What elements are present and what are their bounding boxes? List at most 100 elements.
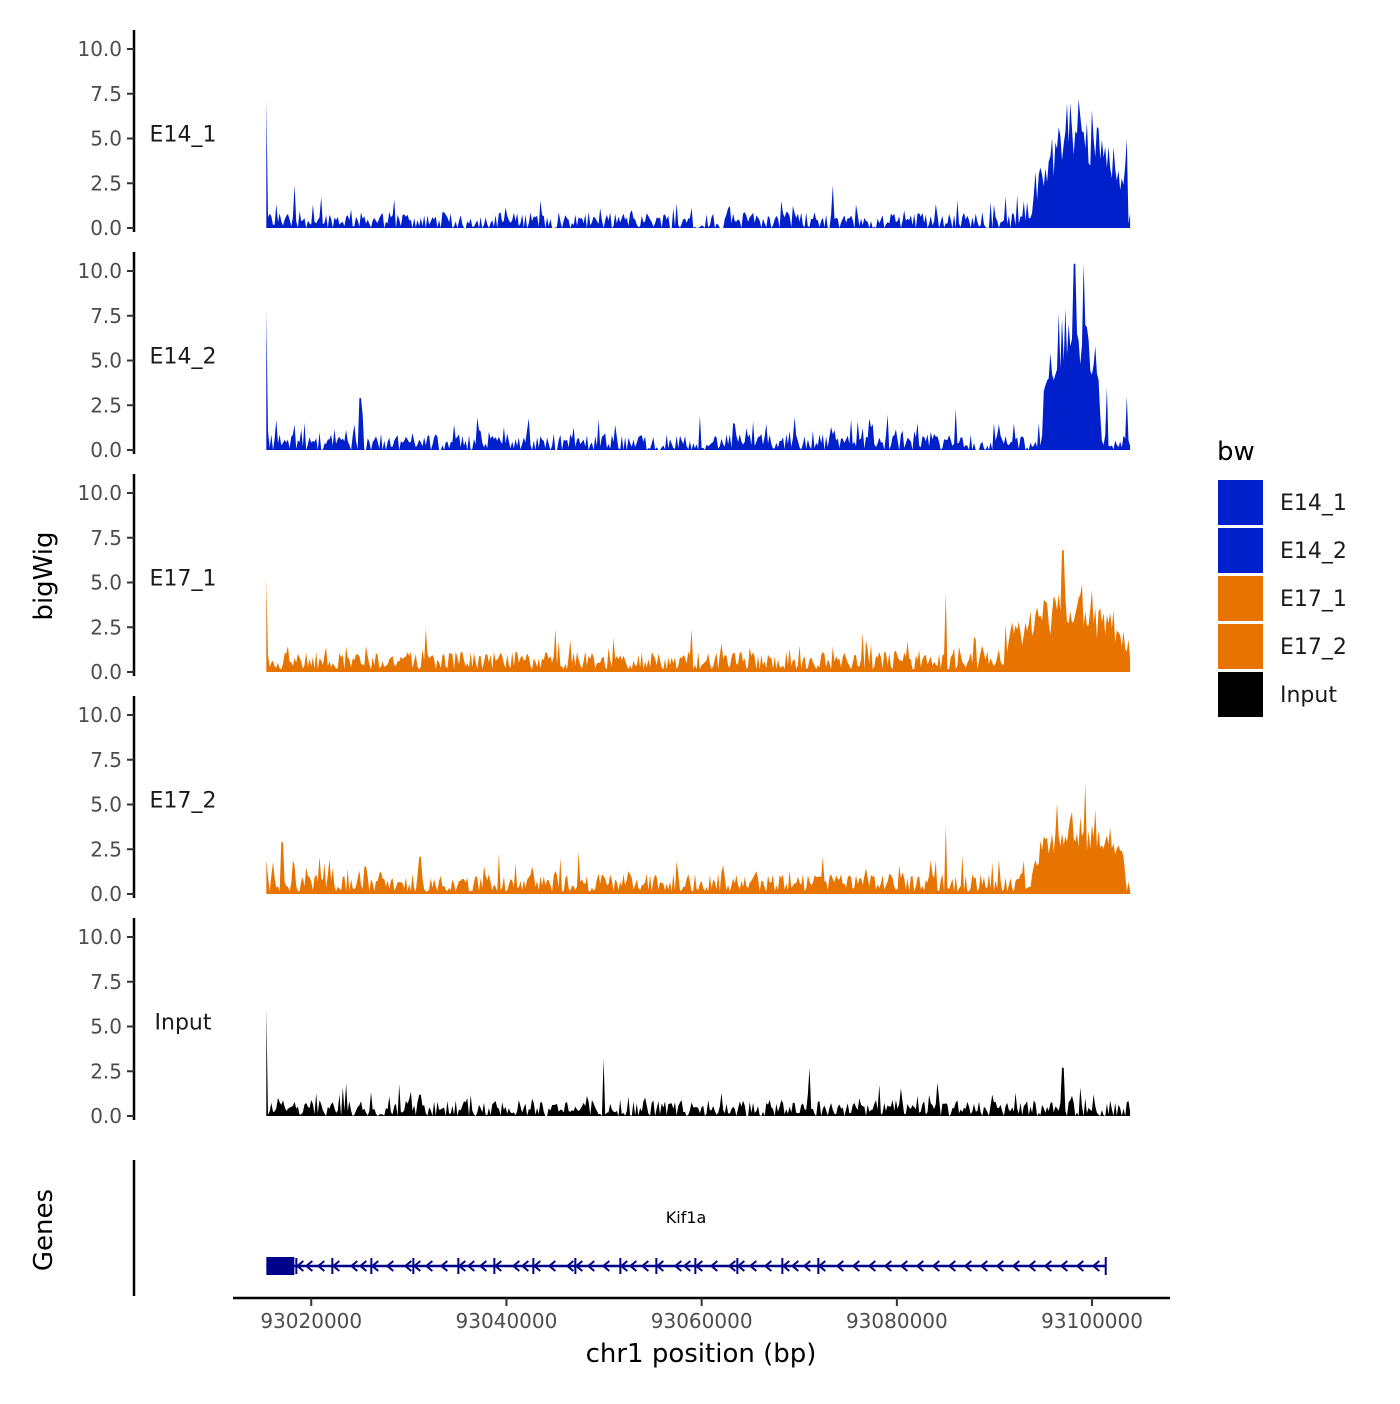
strand-arrow — [601, 1260, 610, 1272]
strand-arrow — [574, 1260, 583, 1272]
legend-swatch — [1218, 672, 1263, 717]
strand-arrow — [851, 1260, 860, 1272]
strand-arrow — [439, 1260, 448, 1272]
legend-swatch — [1218, 576, 1263, 621]
strand-arrow — [817, 1260, 826, 1272]
strand-arrow — [640, 1260, 649, 1272]
strand-arrow — [466, 1260, 475, 1272]
gene-exon-block — [266, 1257, 295, 1275]
track-label: E14_1 — [150, 123, 217, 148]
legend-label: E14_1 — [1280, 491, 1347, 516]
strand-arrow — [1091, 1260, 1100, 1272]
strand-arrow — [349, 1260, 358, 1272]
legend-label: E17_1 — [1280, 587, 1347, 612]
strand-arrow — [947, 1260, 956, 1272]
strand-arrow — [673, 1260, 682, 1272]
strand-arrow — [370, 1260, 379, 1272]
strand-arrow — [547, 1260, 556, 1272]
x-tick-label: 93040000 — [456, 1309, 558, 1333]
strand-arrow — [520, 1260, 529, 1272]
y-tick-label: 10.0 — [77, 925, 122, 949]
strand-arrow — [682, 1260, 691, 1272]
strand-arrow — [331, 1260, 340, 1272]
strand-arrow — [532, 1260, 541, 1272]
strand-arrow — [493, 1260, 502, 1272]
y-tick-label: 0.0 — [90, 882, 122, 906]
coverage-area-e17-2 — [266, 783, 1131, 894]
strand-arrow — [619, 1260, 628, 1272]
y-tick-label: 5.0 — [90, 793, 122, 817]
y-tick-label: 0.0 — [90, 438, 122, 462]
strand-arrow — [736, 1260, 745, 1272]
strand-arrow — [1027, 1260, 1036, 1272]
y-tick-label: 10.0 — [77, 259, 122, 283]
strand-arrow — [727, 1260, 736, 1272]
strand-arrow — [899, 1260, 908, 1272]
y-tick-label: 0.0 — [90, 216, 122, 240]
strand-arrow — [763, 1260, 772, 1272]
legend-label: E14_2 — [1280, 539, 1347, 564]
legend-swatch — [1218, 528, 1263, 573]
coverage-area-input — [266, 1008, 1131, 1116]
strand-arrow — [867, 1260, 876, 1272]
strand-arrow — [385, 1260, 394, 1272]
strand-arrow — [403, 1260, 412, 1272]
y-axis-title: bigWig — [29, 531, 59, 620]
strand-arrow — [628, 1260, 637, 1272]
coverage-area-e17-1 — [266, 550, 1131, 672]
strand-arrow — [995, 1260, 1004, 1272]
strand-arrow — [586, 1260, 595, 1272]
y-tick-label: 5.0 — [90, 1015, 122, 1039]
y-tick-label: 0.0 — [90, 1104, 122, 1128]
y-tick-label: 10.0 — [77, 481, 122, 505]
strand-arrow — [565, 1260, 574, 1272]
x-tick-label: 93020000 — [260, 1309, 362, 1333]
track-label: E17_2 — [150, 789, 217, 814]
strand-arrow — [802, 1260, 811, 1272]
genes-title: Genes — [29, 1189, 59, 1271]
x-tick-label: 93080000 — [846, 1309, 948, 1333]
strand-arrow — [915, 1260, 924, 1272]
strand-arrow — [511, 1260, 520, 1272]
strand-arrow — [358, 1260, 367, 1272]
strand-arrow — [835, 1260, 844, 1272]
track-label: Input — [155, 1011, 212, 1036]
coverage-area-e14-1 — [266, 99, 1131, 228]
strand-arrow — [412, 1260, 421, 1272]
y-tick-label: 2.5 — [90, 171, 122, 195]
y-tick-label: 5.0 — [90, 571, 122, 595]
y-tick-label: 10.0 — [77, 37, 122, 61]
legend-label: Input — [1280, 683, 1337, 708]
strand-arrow — [709, 1260, 718, 1272]
strand-arrow — [655, 1260, 664, 1272]
legend-swatch — [1218, 624, 1263, 669]
strand-arrow — [1043, 1260, 1052, 1272]
y-tick-label: 2.5 — [90, 393, 122, 417]
y-tick-label: 7.5 — [90, 970, 122, 994]
strand-arrow — [457, 1260, 466, 1272]
y-tick-label: 5.0 — [90, 349, 122, 373]
strand-arrow — [963, 1260, 972, 1272]
legend-label: E17_2 — [1280, 635, 1347, 660]
legend-swatch — [1218, 480, 1263, 525]
coverage-area-e14-2 — [266, 263, 1131, 450]
y-tick-label: 7.5 — [90, 748, 122, 772]
strand-arrow — [883, 1260, 892, 1272]
y-tick-label: 7.5 — [90, 526, 122, 550]
x-tick-label: 93060000 — [651, 1309, 753, 1333]
y-tick-label: 0.0 — [90, 660, 122, 684]
track-label: E14_2 — [150, 345, 217, 370]
y-tick-label: 2.5 — [90, 615, 122, 639]
y-tick-label: 10.0 — [77, 703, 122, 727]
y-tick-label: 2.5 — [90, 837, 122, 861]
strand-arrow — [1059, 1260, 1068, 1272]
x-axis-title: chr1 position (bp) — [586, 1339, 817, 1369]
strand-arrow — [694, 1260, 703, 1272]
y-tick-label: 5.0 — [90, 127, 122, 151]
strand-arrow — [931, 1260, 940, 1272]
strand-arrow — [790, 1260, 799, 1272]
y-tick-label: 2.5 — [90, 1059, 122, 1083]
strand-arrow — [1011, 1260, 1020, 1272]
